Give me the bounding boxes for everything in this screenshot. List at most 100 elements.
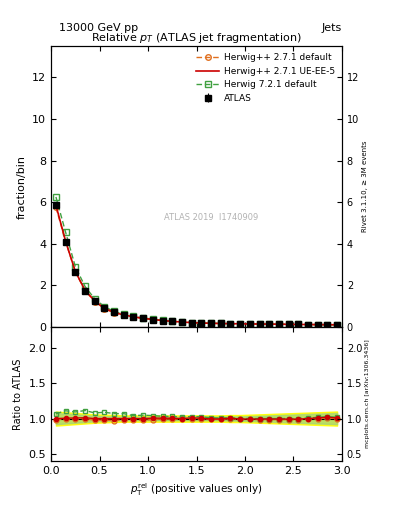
Herwig++ 2.7.1 UE-EE-5	[189, 319, 194, 326]
Herwig++ 2.7.1 default	[306, 322, 310, 328]
Herwig 7.2.1 default	[170, 318, 174, 324]
Herwig++ 2.7.1 UE-EE-5	[53, 202, 58, 208]
Herwig++ 2.7.1 UE-EE-5	[180, 319, 184, 325]
Herwig++ 2.7.1 UE-EE-5	[199, 320, 204, 326]
Herwig++ 2.7.1 UE-EE-5	[257, 321, 262, 327]
Herwig 7.2.1 default	[238, 321, 242, 327]
Herwig 7.2.1 default	[121, 311, 126, 317]
Y-axis label: Rivet 3.1.10, ≥ 3M events: Rivet 3.1.10, ≥ 3M events	[362, 141, 368, 232]
Herwig++ 2.7.1 default	[170, 318, 174, 325]
Herwig++ 2.7.1 UE-EE-5	[73, 268, 78, 274]
Herwig 7.2.1 default	[160, 317, 165, 324]
Herwig++ 2.7.1 default	[199, 320, 204, 326]
Herwig 7.2.1 default	[296, 322, 301, 328]
Herwig++ 2.7.1 UE-EE-5	[170, 318, 174, 325]
Herwig++ 2.7.1 default	[83, 288, 87, 294]
Herwig++ 2.7.1 default	[131, 314, 136, 320]
Herwig++ 2.7.1 default	[228, 321, 233, 327]
Herwig++ 2.7.1 default	[180, 319, 184, 325]
Herwig++ 2.7.1 default	[102, 306, 107, 312]
Herwig++ 2.7.1 default	[286, 322, 291, 328]
Y-axis label: Ratio to ATLAS: Ratio to ATLAS	[13, 358, 23, 430]
Herwig 7.2.1 default	[315, 322, 320, 328]
Herwig++ 2.7.1 default	[151, 316, 155, 323]
Herwig++ 2.7.1 UE-EE-5	[277, 321, 281, 327]
Herwig++ 2.7.1 UE-EE-5	[131, 314, 136, 320]
Herwig 7.2.1 default	[228, 321, 233, 327]
Herwig 7.2.1 default	[83, 283, 87, 289]
Y-axis label: fraction/bin: fraction/bin	[17, 155, 27, 219]
Text: ATLAS 2019  I1740909: ATLAS 2019 I1740909	[164, 214, 258, 222]
Text: 13000 GeV pp: 13000 GeV pp	[59, 23, 138, 33]
Herwig 7.2.1 default	[92, 296, 97, 302]
Herwig 7.2.1 default	[102, 304, 107, 310]
Herwig++ 2.7.1 default	[219, 321, 223, 327]
Herwig++ 2.7.1 UE-EE-5	[83, 287, 87, 293]
Herwig++ 2.7.1 default	[257, 321, 262, 327]
Herwig++ 2.7.1 UE-EE-5	[102, 305, 107, 311]
Title: Relative $p_T$ (ATLAS jet fragmentation): Relative $p_T$ (ATLAS jet fragmentation)	[91, 31, 302, 45]
Herwig++ 2.7.1 default	[92, 298, 97, 305]
Herwig++ 2.7.1 UE-EE-5	[335, 322, 340, 328]
Herwig++ 2.7.1 UE-EE-5	[141, 315, 145, 322]
Herwig 7.2.1 default	[141, 315, 145, 321]
Herwig++ 2.7.1 default	[248, 321, 252, 327]
Herwig++ 2.7.1 default	[121, 312, 126, 318]
Herwig 7.2.1 default	[335, 322, 340, 328]
Herwig 7.2.1 default	[112, 308, 116, 314]
Y-axis label: mcplots.cern.ch [arXiv:1306.3436]: mcplots.cern.ch [arXiv:1306.3436]	[365, 339, 370, 449]
Herwig 7.2.1 default	[63, 229, 68, 236]
Herwig 7.2.1 default	[306, 322, 310, 328]
Line: Herwig++ 2.7.1 UE-EE-5: Herwig++ 2.7.1 UE-EE-5	[56, 205, 337, 325]
Herwig++ 2.7.1 default	[141, 315, 145, 322]
Herwig++ 2.7.1 UE-EE-5	[325, 322, 330, 328]
Herwig 7.2.1 default	[151, 316, 155, 322]
Herwig++ 2.7.1 UE-EE-5	[248, 321, 252, 327]
Line: Herwig++ 2.7.1 default: Herwig++ 2.7.1 default	[53, 205, 340, 328]
Herwig++ 2.7.1 default	[209, 320, 213, 326]
Herwig 7.2.1 default	[257, 321, 262, 327]
Herwig 7.2.1 default	[286, 321, 291, 327]
Herwig++ 2.7.1 UE-EE-5	[296, 322, 301, 328]
Herwig++ 2.7.1 UE-EE-5	[267, 321, 272, 327]
Herwig++ 2.7.1 default	[189, 319, 194, 326]
Herwig 7.2.1 default	[219, 321, 223, 327]
Herwig++ 2.7.1 default	[267, 321, 272, 327]
Herwig++ 2.7.1 default	[335, 322, 340, 328]
Herwig++ 2.7.1 UE-EE-5	[209, 320, 213, 326]
Legend: Herwig++ 2.7.1 default, Herwig++ 2.7.1 UE-EE-5, Herwig 7.2.1 default, ATLAS: Herwig++ 2.7.1 default, Herwig++ 2.7.1 U…	[194, 51, 338, 105]
Herwig++ 2.7.1 default	[325, 322, 330, 328]
Herwig 7.2.1 default	[53, 194, 58, 200]
Herwig++ 2.7.1 UE-EE-5	[228, 321, 233, 327]
Herwig++ 2.7.1 UE-EE-5	[92, 298, 97, 304]
Herwig 7.2.1 default	[277, 321, 281, 327]
Herwig 7.2.1 default	[73, 264, 78, 270]
Herwig++ 2.7.1 default	[238, 321, 242, 327]
Herwig++ 2.7.1 default	[296, 322, 301, 328]
Herwig 7.2.1 default	[267, 321, 272, 327]
Herwig++ 2.7.1 default	[63, 239, 68, 245]
Herwig++ 2.7.1 default	[160, 317, 165, 324]
Herwig++ 2.7.1 UE-EE-5	[121, 312, 126, 318]
Herwig++ 2.7.1 UE-EE-5	[151, 316, 155, 323]
Herwig++ 2.7.1 UE-EE-5	[315, 322, 320, 328]
Herwig++ 2.7.1 default	[112, 310, 116, 316]
Herwig 7.2.1 default	[209, 320, 213, 326]
Herwig++ 2.7.1 UE-EE-5	[63, 238, 68, 244]
Herwig++ 2.7.1 default	[315, 322, 320, 328]
Herwig++ 2.7.1 UE-EE-5	[306, 322, 310, 328]
Herwig++ 2.7.1 UE-EE-5	[219, 321, 223, 327]
Herwig++ 2.7.1 UE-EE-5	[286, 321, 291, 327]
Herwig++ 2.7.1 UE-EE-5	[112, 309, 116, 315]
Line: Herwig 7.2.1 default: Herwig 7.2.1 default	[53, 194, 340, 328]
Herwig++ 2.7.1 default	[277, 321, 281, 327]
Herwig 7.2.1 default	[325, 322, 330, 328]
Herwig 7.2.1 default	[199, 320, 204, 326]
Herwig 7.2.1 default	[180, 319, 184, 325]
Herwig++ 2.7.1 default	[53, 204, 58, 210]
Herwig++ 2.7.1 default	[73, 269, 78, 275]
Text: Jets: Jets	[321, 23, 342, 33]
Herwig 7.2.1 default	[189, 319, 194, 326]
Herwig 7.2.1 default	[248, 321, 252, 327]
Herwig++ 2.7.1 UE-EE-5	[238, 321, 242, 327]
